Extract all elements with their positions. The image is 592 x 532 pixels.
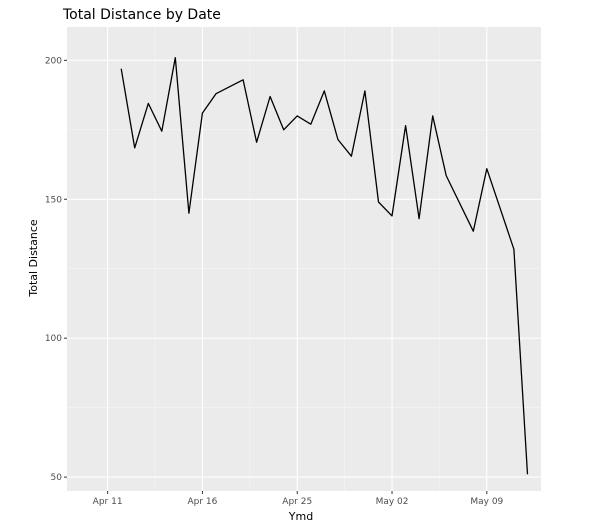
x-tick-label: May 02 [376, 497, 409, 507]
data-point [120, 67, 122, 69]
x-axis-title: Ymd [288, 510, 313, 523]
y-axis-title: Total Distance [27, 219, 40, 298]
x-tick-label: Apr 16 [187, 497, 217, 507]
data-point [513, 248, 515, 250]
chart-title: Total Distance by Date [62, 7, 221, 23]
y-tick-label: 150 [45, 195, 62, 205]
y-axis: 50 100 150 200 [45, 56, 67, 483]
data-point [296, 115, 298, 117]
data-point [161, 130, 163, 132]
major-gridlines [67, 27, 541, 491]
data-point [323, 90, 325, 92]
plot-panel [67, 27, 541, 491]
data-point [486, 168, 488, 170]
data-point [134, 147, 136, 149]
data-point [242, 79, 244, 81]
minor-gridlines [67, 27, 541, 491]
x-tick-label: Apr 25 [282, 497, 312, 507]
y-tick-label: 50 [51, 473, 63, 483]
data-point [201, 112, 203, 114]
data-point [418, 218, 420, 220]
data-point [472, 230, 474, 232]
data-point [255, 141, 257, 143]
series-layer [120, 56, 529, 475]
y-tick-label: 200 [45, 56, 62, 66]
data-point [282, 129, 284, 131]
data-point [404, 124, 406, 126]
x-tick-label: May 09 [470, 497, 503, 507]
x-axis: Apr 11 Apr 16 Apr 25 May 02 May 09 [93, 491, 504, 507]
y-tick-label: 100 [45, 334, 62, 344]
data-point [215, 92, 217, 94]
data-point [350, 155, 352, 157]
data-point [431, 115, 433, 117]
data-point [526, 473, 528, 475]
data-point [364, 90, 366, 92]
data-point [269, 95, 271, 97]
data-point [377, 201, 379, 203]
data-point [310, 123, 312, 125]
data-point [391, 215, 393, 217]
series-line [120, 56, 529, 475]
data-point [445, 174, 447, 176]
data-point [147, 102, 149, 104]
x-tick-label: Apr 11 [93, 497, 123, 507]
data-point [337, 138, 339, 140]
data-point [188, 212, 190, 214]
data-point [174, 56, 176, 58]
